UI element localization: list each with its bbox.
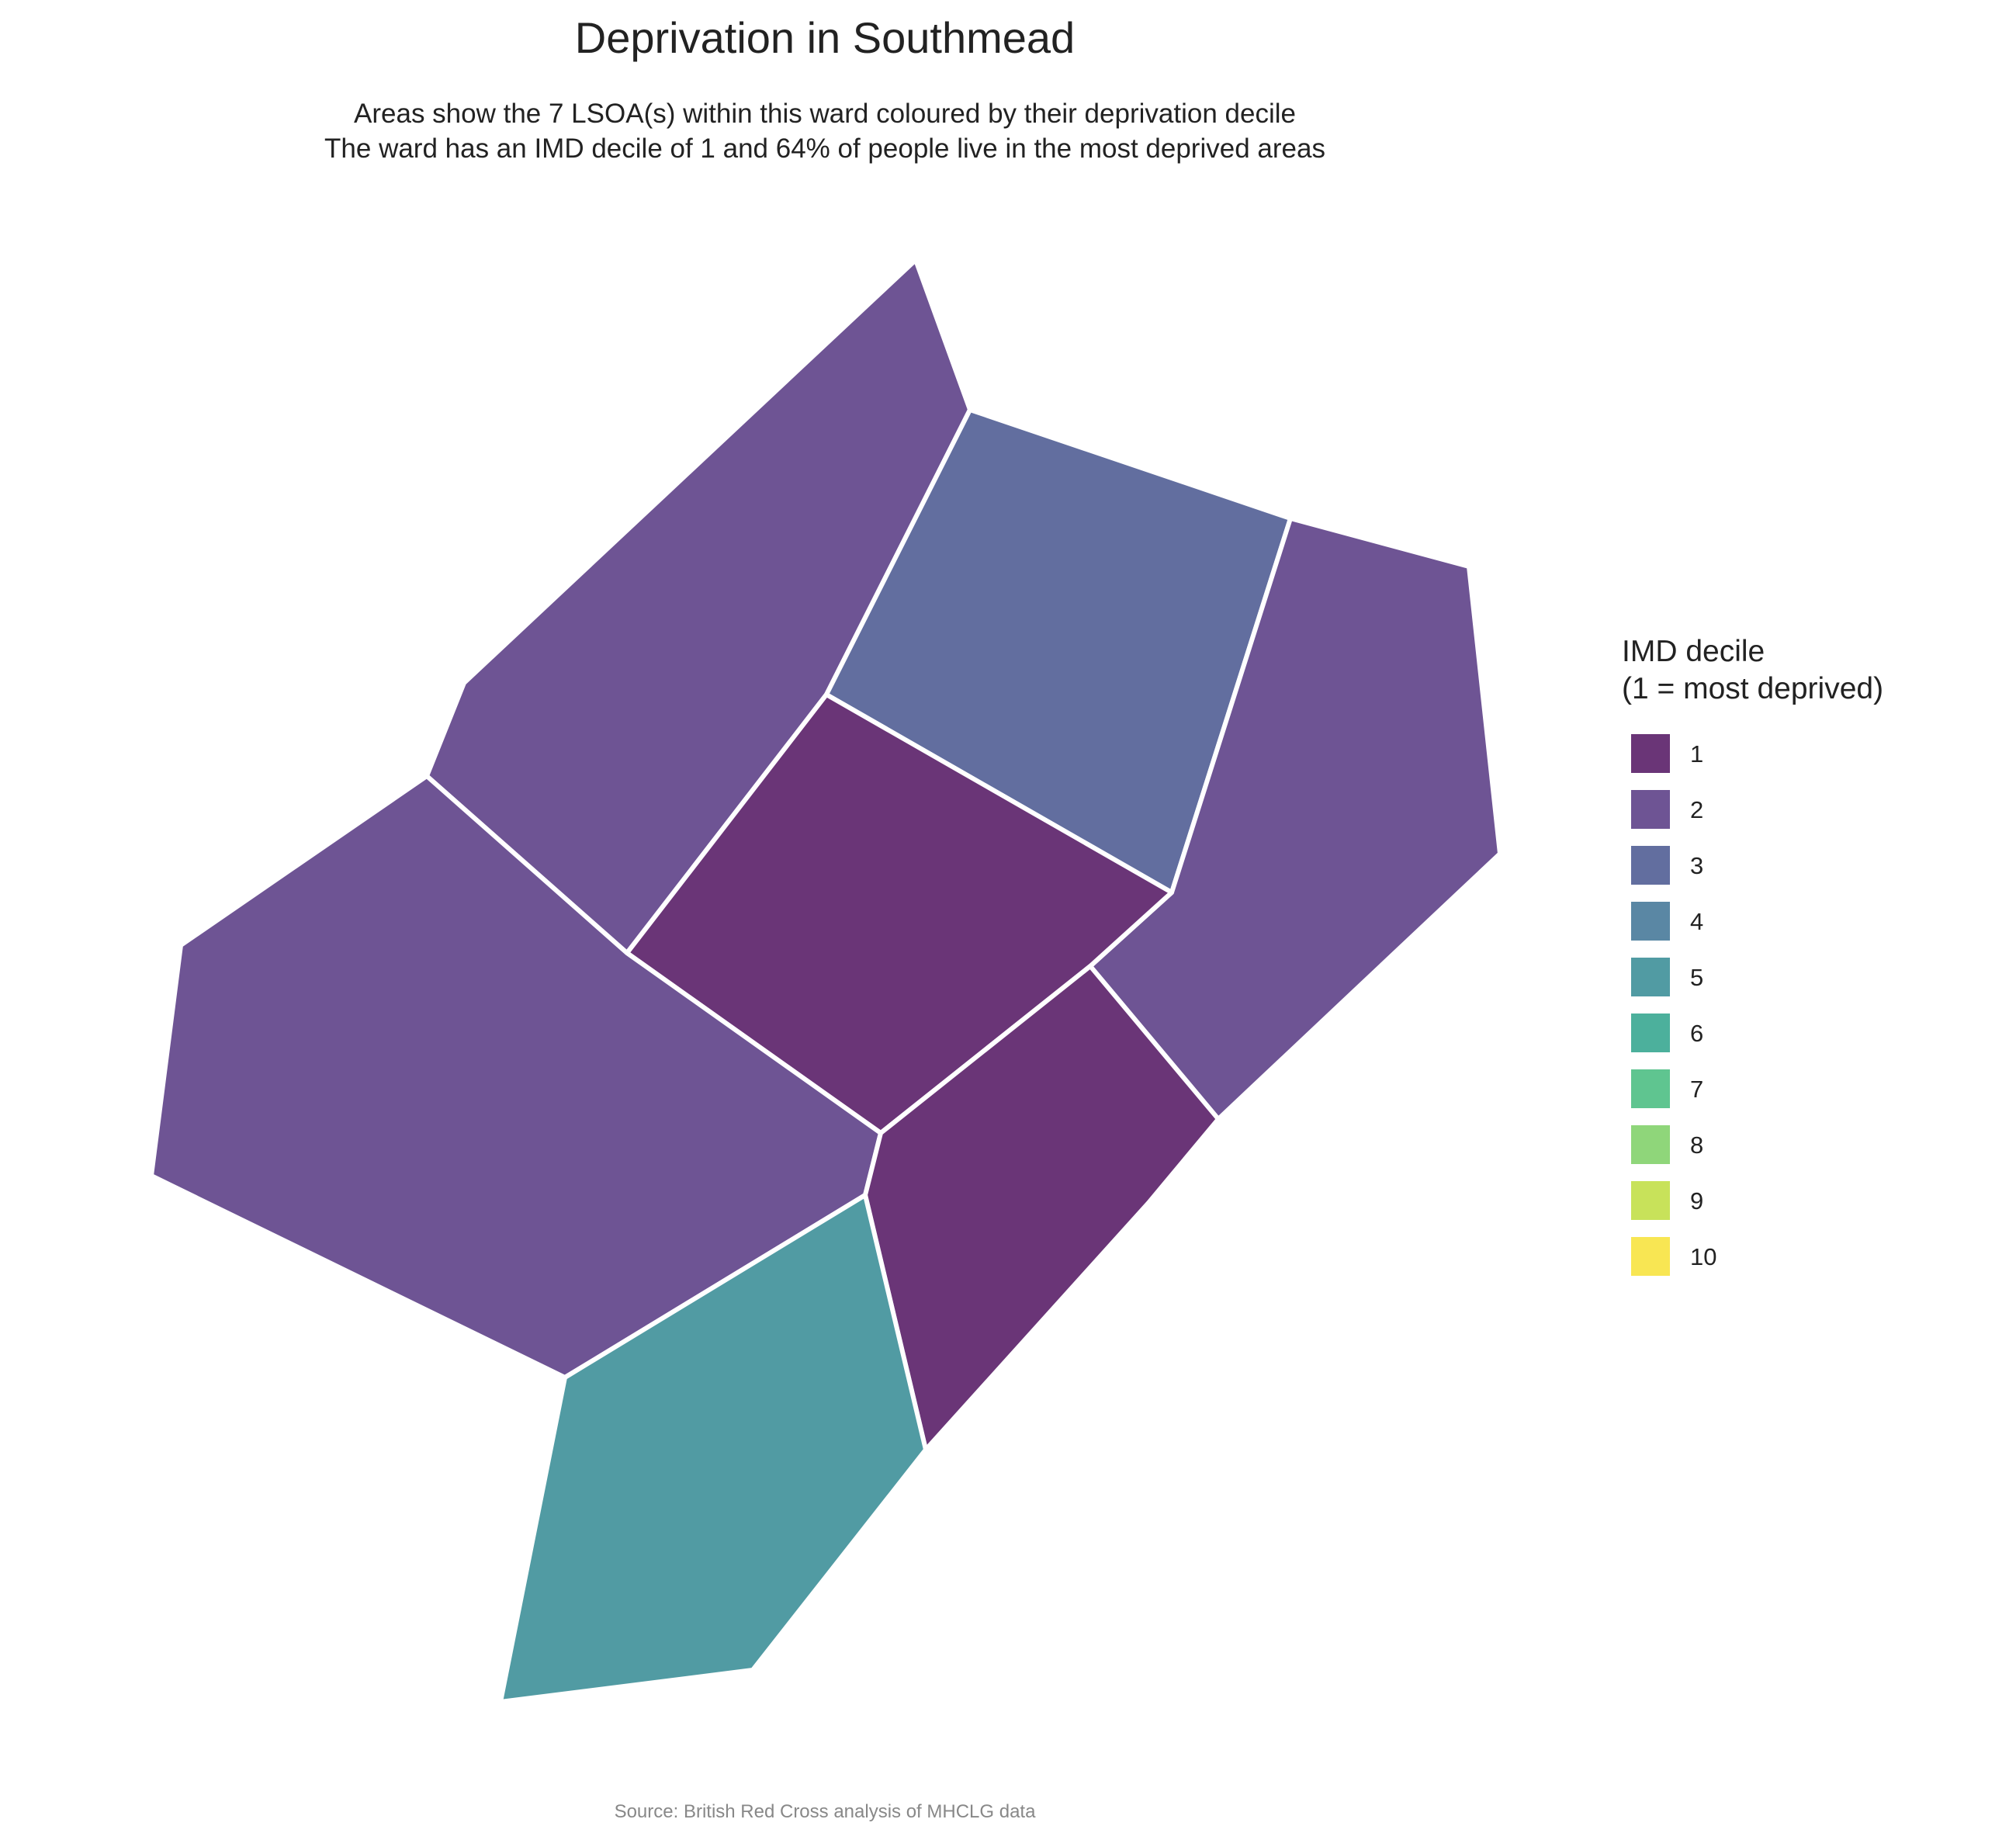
legend-key-8 — [1631, 1125, 1670, 1164]
legend-items: 1 2 3 4 5 6 7 8 9 10 — [1631, 734, 1716, 1276]
legend-key-9 — [1631, 1181, 1670, 1220]
lsoa-area-decile-5 — [498, 1193, 928, 1704]
legend-label-4: 4 — [1690, 908, 1703, 935]
legend-label-6: 6 — [1690, 1020, 1703, 1047]
legend-title-line-2: (1 = most deprived) — [1622, 672, 1883, 705]
chart-title: Deprivation in Southmead — [575, 13, 1075, 62]
lsoa-areas — [149, 258, 1502, 1704]
legend-key-6 — [1631, 1014, 1670, 1052]
legend-label-9: 9 — [1690, 1187, 1703, 1214]
legend-label-7: 7 — [1690, 1076, 1703, 1103]
legend-label-5: 5 — [1690, 964, 1703, 991]
legend-key-2 — [1631, 790, 1670, 829]
legend-label-2: 2 — [1690, 796, 1703, 823]
legend-title-line-1: IMD decile — [1622, 635, 1765, 668]
chart-subtitle-line-2: The ward has an IMD decile of 1 and 64% … — [324, 133, 1325, 164]
legend: IMD decile (1 = most deprived) 1 2 3 4 5 6 7 8 9… — [1622, 635, 1883, 1276]
legend-label-10: 10 — [1690, 1243, 1716, 1270]
legend-key-1 — [1631, 734, 1670, 773]
legend-key-5 — [1631, 958, 1670, 996]
legend-label-3: 3 — [1690, 852, 1703, 879]
legend-key-7 — [1631, 1069, 1670, 1108]
legend-key-4 — [1631, 902, 1670, 941]
chart-subtitle-line-1: Areas show the 7 LSOA(s) within this war… — [354, 99, 1296, 129]
legend-key-3 — [1631, 846, 1670, 885]
source-caption: Source: British Red Cross analysis of MH… — [615, 1801, 1037, 1822]
legend-label-1: 1 — [1690, 740, 1703, 768]
legend-key-10 — [1631, 1237, 1670, 1276]
legend-label-8: 8 — [1690, 1131, 1703, 1159]
